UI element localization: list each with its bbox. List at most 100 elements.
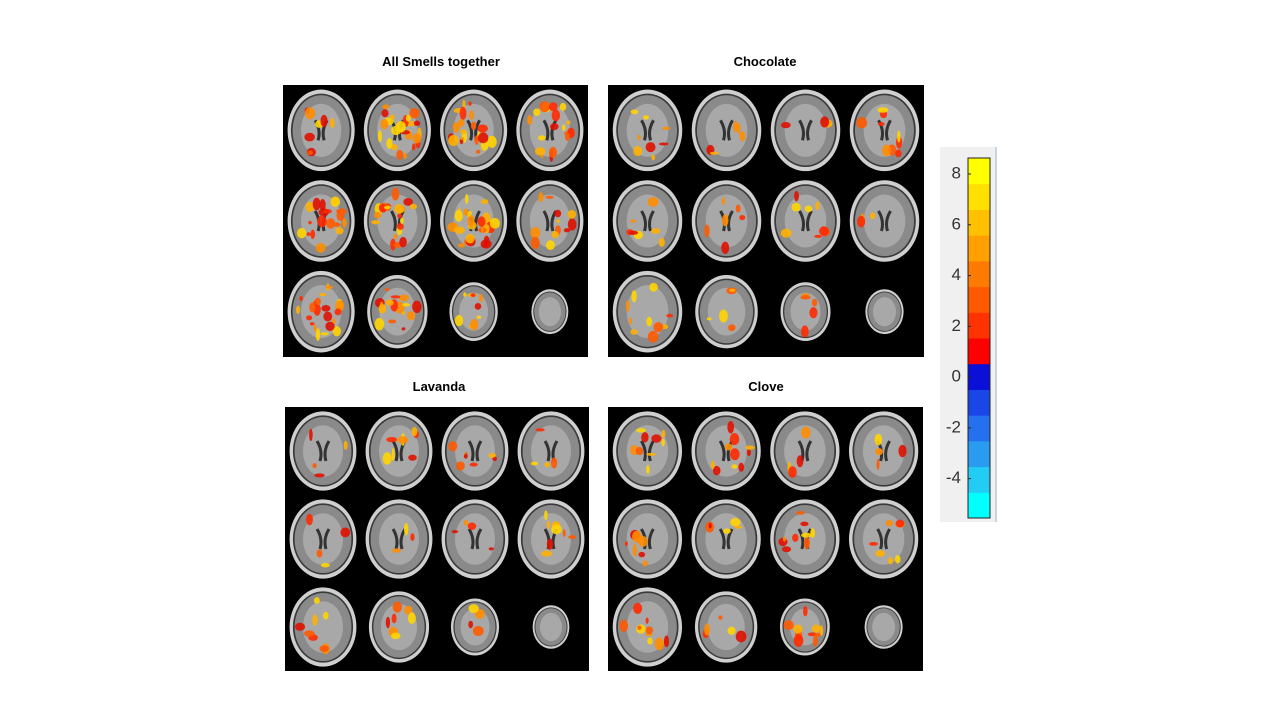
activation-blob xyxy=(796,511,805,515)
activation-blob xyxy=(721,197,726,205)
activation-blob xyxy=(400,217,404,224)
colorbar-segment xyxy=(968,312,990,339)
colorbar-border xyxy=(967,157,991,519)
activation-blob xyxy=(402,303,411,307)
activation-blob xyxy=(721,214,729,227)
activation-blob xyxy=(643,115,650,120)
white-matter xyxy=(380,603,418,651)
activation-blob xyxy=(459,106,467,120)
activation-blob xyxy=(563,228,571,233)
activation-blob xyxy=(408,454,417,461)
activation-blob xyxy=(538,192,544,203)
activation-blob xyxy=(794,190,799,202)
activation-blob xyxy=(320,114,328,128)
activation-blob xyxy=(306,232,311,236)
activation-blob xyxy=(308,220,312,225)
activation-blob xyxy=(551,109,561,122)
activation-blob xyxy=(527,115,533,125)
activation-blob xyxy=(454,209,463,222)
activation-blob xyxy=(661,429,666,438)
activation-blob xyxy=(317,215,327,228)
activation-blob xyxy=(746,448,751,457)
activation-blob xyxy=(460,129,467,135)
activation-blob xyxy=(468,101,472,106)
brain-panel xyxy=(285,407,589,671)
activation-blob xyxy=(389,114,395,120)
white-matter xyxy=(626,103,669,157)
activation-blob xyxy=(646,465,650,475)
activation-blob xyxy=(857,215,866,228)
colorbar-tick-label: 0 xyxy=(952,367,961,386)
activation-blob xyxy=(312,614,318,626)
activation-blob xyxy=(780,228,792,238)
activation-blob xyxy=(815,201,820,211)
activation-blob xyxy=(801,426,811,439)
activation-blob xyxy=(454,226,465,234)
activation-blob xyxy=(719,309,728,323)
activation-blob xyxy=(733,120,739,133)
activation-blob xyxy=(649,282,658,292)
activation-blob xyxy=(315,328,321,341)
activation-blob xyxy=(800,295,811,300)
activation-blob xyxy=(463,519,469,526)
activation-blob xyxy=(458,118,465,127)
white-matter xyxy=(529,103,571,157)
activation-blob xyxy=(385,299,394,306)
ventricle xyxy=(718,528,734,550)
panel-title: Chocolate xyxy=(734,54,797,69)
colorbar-segment xyxy=(968,158,990,185)
activation-blob xyxy=(718,615,723,620)
activation-blob xyxy=(539,101,550,113)
activation-blob xyxy=(395,121,406,133)
activation-blob xyxy=(406,120,416,127)
activation-blob xyxy=(651,434,662,443)
white-matter xyxy=(784,194,827,248)
activation-blob xyxy=(630,219,636,223)
activation-blob xyxy=(411,426,418,437)
white-matter xyxy=(530,425,572,477)
activation-blob xyxy=(391,448,395,461)
colorbar-segment xyxy=(968,235,990,262)
activation-blob xyxy=(800,325,809,338)
activation-blob xyxy=(463,454,468,459)
ventricle xyxy=(876,528,891,550)
activation-blob xyxy=(374,317,385,331)
activation-blob xyxy=(546,538,554,550)
activation-blob xyxy=(377,130,382,143)
activation-blob xyxy=(332,326,342,337)
activation-blob xyxy=(737,123,741,135)
activation-blob xyxy=(299,295,303,302)
activation-blob xyxy=(477,132,489,144)
white-matter xyxy=(784,103,827,157)
activation-blob xyxy=(384,205,391,210)
activation-blob xyxy=(800,521,809,527)
white-matter xyxy=(302,425,344,477)
activation-blob xyxy=(739,215,746,221)
colorbar-segment xyxy=(968,466,990,493)
activation-blob xyxy=(544,462,550,468)
activation-blob xyxy=(335,227,344,235)
activation-blob xyxy=(388,319,397,324)
activation-blob xyxy=(397,213,403,219)
activation-blob xyxy=(631,290,637,303)
activation-blob xyxy=(314,297,321,306)
activation-blob xyxy=(403,198,413,206)
activation-blob xyxy=(704,224,710,238)
white-matter xyxy=(707,603,745,651)
activation-blob xyxy=(323,311,333,322)
activation-blob xyxy=(819,625,824,636)
white-matter xyxy=(862,513,905,565)
activation-blob xyxy=(477,124,488,133)
activation-blob xyxy=(721,241,730,254)
activation-blob xyxy=(739,131,746,142)
activation-blob xyxy=(710,460,715,469)
activation-blob xyxy=(295,305,301,314)
activation-blob xyxy=(724,443,733,451)
activation-blob xyxy=(729,288,736,292)
activation-blob xyxy=(566,120,571,125)
activation-blob xyxy=(791,202,801,212)
activation-blob xyxy=(296,227,307,239)
activation-blob xyxy=(550,457,558,469)
ventricle xyxy=(315,440,331,462)
activation-blob xyxy=(470,293,476,298)
